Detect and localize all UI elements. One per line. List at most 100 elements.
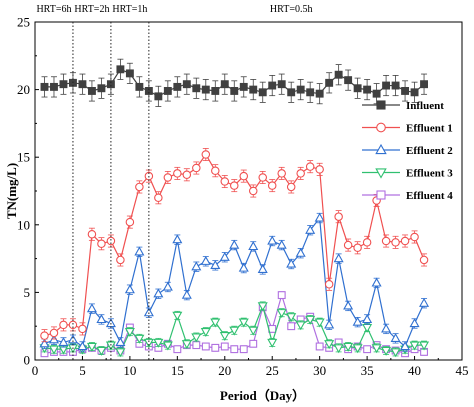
hrt-annotations: HRT=6h HRT=2h HRT=1h HRT=0.5h	[36, 4, 312, 360]
data-point	[315, 342, 324, 351]
data-point	[381, 323, 392, 333]
series-effluent-1	[40, 148, 429, 343]
data-point	[324, 319, 335, 329]
data-point	[324, 280, 334, 289]
data-point	[257, 302, 268, 312]
data-point	[390, 332, 401, 342]
data-point	[97, 239, 106, 248]
data-point	[277, 291, 286, 300]
y-tick-label: 10	[17, 217, 30, 232]
x-tick-label: 0	[32, 363, 39, 378]
data-point	[191, 333, 202, 343]
data-point	[220, 342, 229, 351]
data-point	[172, 311, 183, 321]
data-point	[333, 344, 344, 354]
data-point	[201, 85, 210, 94]
data-point	[410, 232, 419, 242]
data-point	[362, 314, 373, 324]
data-point	[219, 332, 230, 342]
legend-marker	[375, 168, 387, 179]
data-point	[391, 238, 400, 247]
data-point	[390, 348, 401, 358]
data-point	[239, 82, 248, 91]
legend-item: Influent	[362, 100, 444, 112]
data-point	[324, 340, 335, 350]
data-point	[124, 327, 135, 337]
data-point	[315, 89, 324, 98]
data-point	[409, 318, 420, 328]
data-point	[258, 88, 267, 97]
data-point	[363, 345, 372, 354]
data-point	[87, 230, 97, 239]
data-point	[248, 326, 259, 336]
data-point	[134, 334, 145, 344]
data-point	[135, 82, 144, 91]
data-point	[267, 181, 277, 190]
data-point	[314, 318, 325, 328]
data-point	[67, 334, 78, 344]
legend: Influent Effluent 1 Effluent 2 Effluent 3 Ef…	[362, 100, 453, 202]
y-axis-title: TN(mg/L)	[4, 163, 19, 219]
data-point	[200, 255, 211, 265]
data-point	[258, 173, 267, 182]
data-point	[315, 165, 324, 174]
x-tick-label: 10	[123, 363, 136, 378]
data-point	[343, 342, 354, 352]
data-point	[248, 241, 259, 251]
data-point	[115, 337, 126, 347]
data-point	[363, 85, 372, 94]
data-point	[229, 326, 240, 336]
data-point	[96, 314, 107, 324]
data-point	[59, 80, 68, 89]
hrt-label: HRT=6h	[36, 4, 71, 15]
legend-item: Effluent 1	[362, 123, 453, 135]
data-point	[286, 182, 296, 192]
data-point	[238, 318, 249, 328]
data-point	[173, 82, 182, 91]
y-tick-label: 25	[17, 15, 30, 30]
legend-item: Effluent 2	[362, 143, 453, 157]
data-point	[249, 85, 258, 94]
legend-label: Effluent 1	[406, 123, 453, 135]
data-point	[220, 80, 229, 89]
data-point	[353, 84, 362, 93]
data-point	[182, 170, 192, 180]
data-point	[143, 307, 154, 317]
data-point	[382, 81, 391, 90]
data-point	[211, 343, 220, 352]
axis-ticks: 0 5 10 15 20 25 30 35 40 45 0 5 10 15 20 25	[17, 15, 469, 379]
data-point	[306, 88, 315, 97]
data-point	[87, 87, 96, 95]
hrt-label: HRT=0.5h	[270, 4, 313, 15]
data-point	[276, 309, 287, 319]
data-point	[124, 284, 135, 294]
data-point	[96, 346, 107, 356]
data-point	[211, 166, 220, 175]
data-point	[277, 169, 286, 178]
y-tick-label: 15	[17, 150, 30, 165]
series-influent	[40, 58, 428, 107]
data-point	[181, 289, 192, 299]
data-point	[192, 163, 201, 173]
data-point	[305, 315, 316, 325]
data-point	[343, 300, 354, 310]
x-tick-label: 45	[456, 363, 469, 378]
legend-marker	[375, 143, 387, 155]
data-point	[238, 262, 249, 272]
data-point	[219, 251, 230, 261]
data-point	[153, 338, 164, 348]
hrt-label: HRT=2h	[74, 4, 109, 15]
data-point	[400, 341, 411, 351]
legend-item: Effluent 4	[362, 190, 453, 202]
data-point	[39, 338, 50, 348]
legend-marker	[376, 190, 386, 200]
data-point	[305, 224, 316, 234]
data-point	[154, 92, 163, 101]
hrt-label: HRT=1h	[112, 4, 147, 15]
data-point	[276, 239, 287, 249]
data-point	[409, 341, 420, 351]
data-point	[230, 181, 239, 190]
data-point	[163, 173, 173, 182]
data-point	[48, 345, 59, 355]
